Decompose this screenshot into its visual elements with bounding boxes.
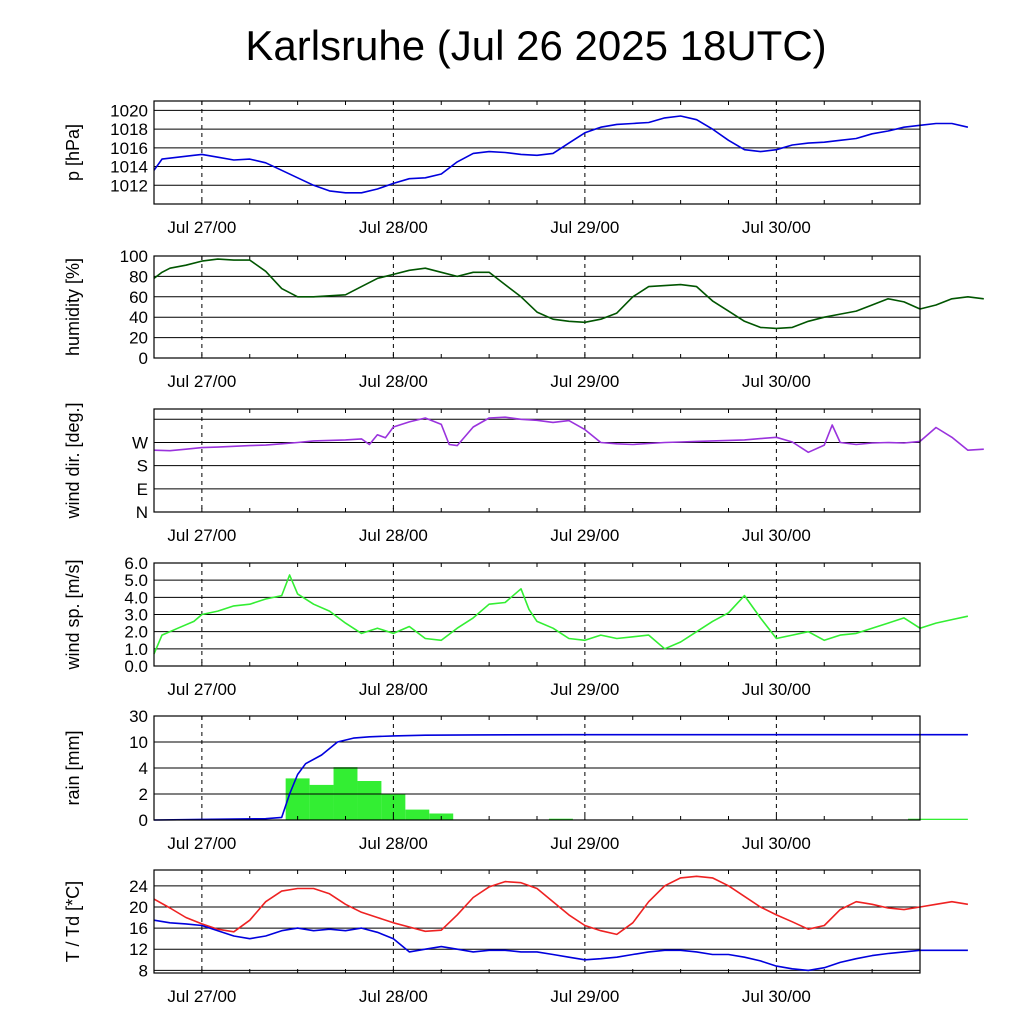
page-title: Karlsruhe (Jul 26 2025 18UTC)	[245, 22, 827, 69]
humidity-xtick-label-3: Jul 30/00	[742, 372, 811, 391]
ylabel-wind-speed: wind sp. [m/s]	[63, 559, 83, 670]
pressure-xtick-label-3: Jul 30/00	[742, 218, 811, 237]
wind-speed-ytick-label-5: 5.0	[124, 571, 148, 590]
pressure-ytick-label-3: 1018	[110, 120, 148, 139]
rain-bar-8	[908, 818, 968, 820]
temperature-xtick-label-2: Jul 29/00	[550, 987, 619, 1006]
wind-speed-ytick-label-6: 6.0	[124, 554, 148, 573]
wind-speed-ytick-label-3: 3.0	[124, 606, 148, 625]
humidity-xtick-label-2: Jul 29/00	[550, 372, 619, 391]
wind-speed-ytick-label-1: 1.0	[124, 640, 148, 659]
wind-speed-xtick-label-1: Jul 28/00	[359, 680, 428, 699]
wind-speed-xtick-label-0: Jul 27/00	[167, 680, 236, 699]
wind-speed-series-line-0	[153, 574, 969, 655]
rain-bar-0	[285, 778, 310, 820]
rain-ytick-label-2: 4	[139, 759, 148, 778]
wind-direction-series-line-0	[153, 416, 984, 454]
wind-speed-frame	[153, 562, 921, 667]
temperature-ytick-label-1: 12	[129, 940, 148, 959]
humidity-series-line-0	[153, 258, 984, 330]
rain-series-line-0	[153, 733, 968, 821]
ylabel-pressure: p [hPa]	[63, 124, 83, 181]
wind-direction-ytick-label-2: S	[137, 457, 148, 476]
rain-xtick-label-3: Jul 30/00	[742, 834, 811, 853]
ylabel-humidity: humidity [%]	[63, 258, 83, 356]
ylabel-temperature: T / Td [*C]	[63, 881, 83, 962]
wind-speed-ytick-label-2: 2.0	[124, 623, 148, 642]
rain-bar-3	[357, 781, 382, 820]
temperature-xtick-label-3: Jul 30/00	[742, 987, 811, 1006]
temperature-ytick-label-2: 16	[129, 919, 148, 938]
wind-speed-ytick-label-0: 0.0	[124, 657, 148, 676]
humidity-frame	[153, 255, 921, 359]
temperature-ytick-label-4: 24	[129, 877, 148, 896]
pressure-ytick-label-0: 1012	[110, 176, 148, 195]
humidity-xtick-label-0: Jul 27/00	[167, 372, 236, 391]
rain-ytick-label-1: 2	[139, 785, 148, 804]
panel-wind-speed: wind sp. [m/s] 0.01.02.03.04.05.06.0 Jul …	[63, 554, 969, 699]
pressure-series-line-0	[153, 115, 969, 194]
pressure-xtick-label-2: Jul 29/00	[550, 218, 619, 237]
humidity-ytick-label-5: 100	[120, 247, 148, 266]
panel-rain: rain [mm] 0 2 4 10 30 Jul 27/00 Jul 28/00 Jul 2…	[63, 707, 968, 853]
rain-bar-1	[309, 784, 334, 820]
temperature-ytick-label-0: 8	[139, 961, 148, 980]
temperature-xtick-label-0: Jul 27/00	[167, 987, 236, 1006]
humidity-ytick-label-1: 20	[129, 329, 148, 348]
pressure-ytick-label-2: 1016	[110, 139, 148, 158]
ylabel-wind-direction: wind dir. [deg.]	[63, 402, 83, 519]
temperature-series-line-0	[153, 875, 969, 936]
wind-direction-frame	[153, 408, 921, 513]
rain-ytick-label-4: 30	[129, 707, 148, 726]
pressure-xtick-label-0: Jul 27/00	[167, 218, 236, 237]
temperature-xtick-label-1: Jul 28/00	[359, 987, 428, 1006]
wind-direction-xtick-label-3: Jul 30/00	[742, 526, 811, 545]
wind-direction-xtick-label-2: Jul 29/00	[550, 526, 619, 545]
wind-direction-xtick-label-0: Jul 27/00	[167, 526, 236, 545]
rain-xtick-label-2: Jul 29/00	[550, 834, 619, 853]
temperature-frame	[153, 869, 921, 974]
wind-speed-xtick-label-2: Jul 29/00	[550, 680, 619, 699]
wind-direction-xtick-label-1: Jul 28/00	[359, 526, 428, 545]
humidity-xtick-label-1: Jul 28/00	[359, 372, 428, 391]
humidity-ytick-label-0: 0	[139, 349, 148, 368]
rain-frame	[153, 715, 921, 821]
rain-ytick-label-0: 0	[139, 811, 148, 830]
humidity-ytick-label-2: 40	[129, 308, 148, 327]
rain-xtick-label-0: Jul 27/00	[167, 834, 236, 853]
pressure-ytick-label-1: 1014	[110, 158, 148, 177]
rain-bar-5	[405, 809, 430, 820]
humidity-ytick-label-3: 60	[129, 288, 148, 307]
temperature-series-line-1	[153, 919, 968, 972]
pressure-xtick-label-1: Jul 28/00	[359, 218, 428, 237]
panel-temperature: T / Td [*C] 8 12 16 20 24 Jul 27/00 Jul 28/00 J…	[63, 869, 969, 1006]
rain-ytick-label-3: 10	[129, 733, 148, 752]
wind-direction-ytick-label-3: W	[132, 433, 148, 452]
ylabel-rain: rain [mm]	[63, 730, 83, 805]
pressure-ytick-label-4: 1020	[110, 101, 148, 120]
wind-speed-xtick-label-3: Jul 30/00	[742, 680, 811, 699]
temperature-ytick-label-3: 20	[129, 898, 148, 917]
wind-direction-ytick-label-0: N	[136, 503, 148, 522]
rain-xtick-label-1: Jul 28/00	[359, 834, 428, 853]
wind-direction-ytick-label-1: E	[137, 480, 148, 499]
rain-bar-7	[548, 818, 573, 820]
pressure-frame	[153, 100, 921, 205]
humidity-ytick-label-4: 80	[129, 267, 148, 286]
wind-speed-ytick-label-4: 4.0	[124, 588, 148, 607]
